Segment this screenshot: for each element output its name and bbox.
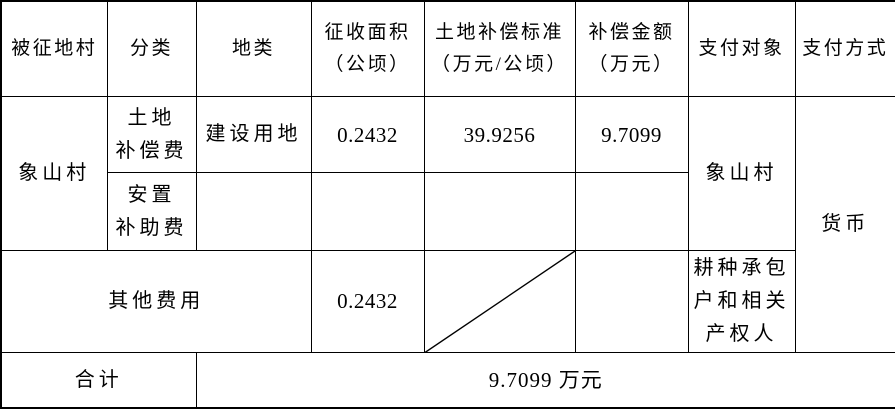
cell-total-label: 合计 [0, 352, 197, 409]
cell-resettlement-subsidy: 安置 补助费 [106, 172, 197, 251]
header-requisition-area: 征收面积 （公顷） [310, 0, 425, 97]
row-land-compensation-fee: 象山村 土地 补偿费 建设用地 0.2432 39.9256 9.7099 象山… [0, 95, 895, 354]
header-land-type: 地类 [195, 0, 312, 97]
header-payment-method: 支付方式 [794, 0, 895, 97]
row-resettlement-subsidy: 安置 补助费 [1, 172, 895, 251]
cell-land-standard: 39.9256 [423, 95, 576, 174]
cell-land-compensation-fee: 土地 补偿费 [106, 95, 197, 174]
row-other-fees: 其他费用 0.2432 耕种承包 户和相关 产权人 [0, 249, 895, 354]
cell-other-payee: 耕种承包 户和相关 产权人 [687, 249, 796, 354]
header-payment-target: 支付对象 [687, 0, 796, 97]
cell-land-area: 0.2432 [310, 95, 425, 174]
cell-other-fees: 其他费用 [0, 249, 312, 354]
cell-payment-method: 货币 [794, 95, 895, 354]
cell-construction-land: 建设用地 [195, 95, 312, 174]
cell-empty-other-amount [574, 249, 689, 354]
cell-empty-area [310, 172, 425, 251]
header-compensation-amount: 补偿金额 （万元） [574, 0, 689, 97]
cell-empty-standard [423, 172, 576, 251]
row-total: 合计 9.7099 万元 [0, 352, 895, 409]
header-category: 分类 [106, 0, 197, 97]
diagonal-slash-icon [425, 251, 575, 353]
cell-other-area: 0.2432 [310, 249, 425, 354]
cell-land-amount: 9.7099 [574, 95, 689, 174]
header-row: 被征地村 分类 地类 征收面积 （公顷） 土地补偿标准 （万元/公顷） 补偿金额… [0, 0, 895, 97]
cell-payee-village: 象山村 [687, 95, 796, 251]
cell-not-applicable [423, 249, 576, 354]
cell-total-value: 9.7099 万元 [195, 352, 895, 409]
header-requisitioned-village: 被征地村 [0, 0, 108, 97]
cell-empty-amount [574, 172, 689, 251]
cell-village: 象山村 [0, 95, 108, 251]
cell-empty-land-type [195, 172, 312, 251]
header-compensation-standard: 土地补偿标准 （万元/公顷） [423, 0, 576, 97]
